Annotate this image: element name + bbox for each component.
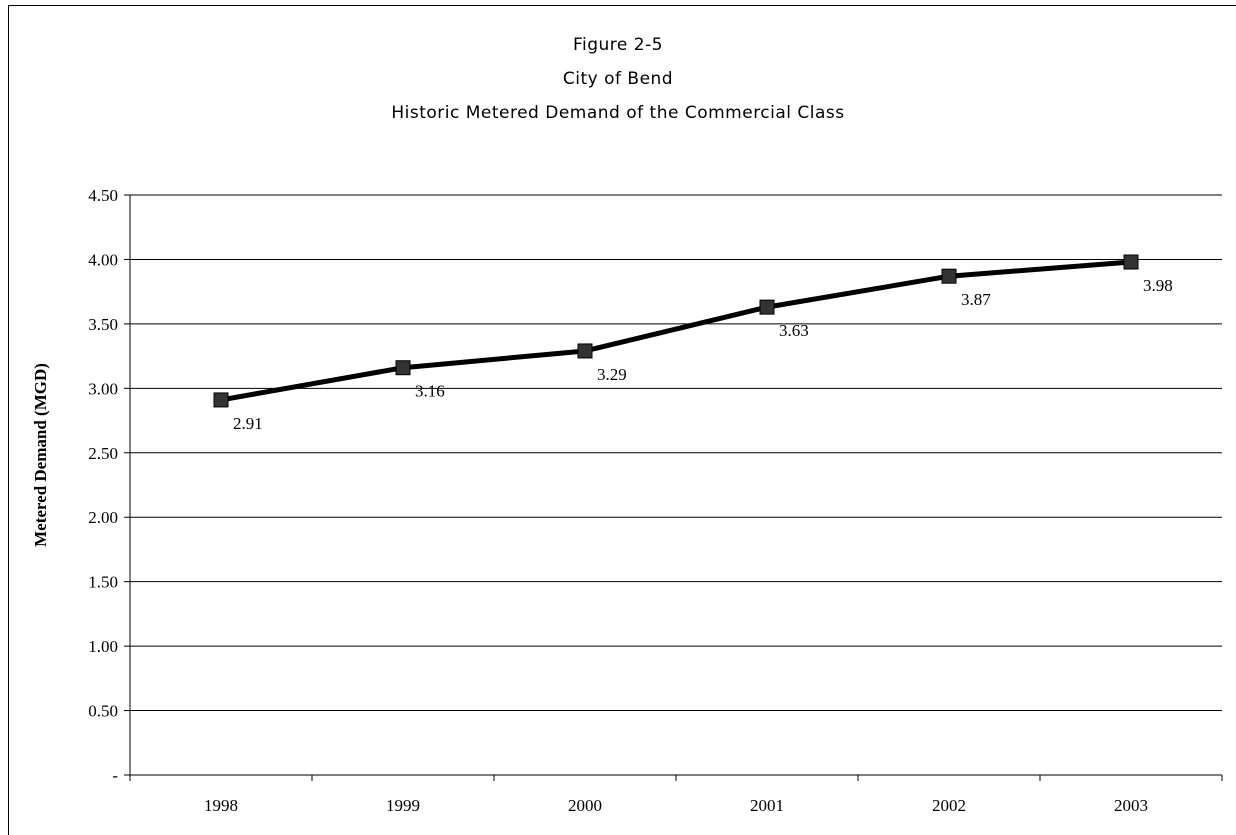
data-point-marker: [759, 299, 775, 315]
y-tick-labels: - 0.50 1.00 1.50 2.00 2.50 3.00 3.50 4.00 4.50: [88, 186, 118, 785]
y-tick-label: 0.50: [88, 702, 118, 721]
data-labels: 2.91 3.16 3.29 3.63 3.87 3.98: [233, 276, 1173, 433]
chart-title-line-3: Historic Metered Demand of the Commercia…: [391, 103, 845, 123]
y-tick-label: 3.00: [88, 379, 118, 398]
data-point-marker: [941, 268, 957, 284]
y-tick-label: 4.00: [88, 250, 118, 269]
series-line: [220, 259, 1132, 403]
data-label: 3.87: [961, 290, 991, 309]
y-tick-label: 1.50: [88, 573, 118, 592]
data-label: 2.91: [233, 414, 263, 433]
y-tick-label: 2.50: [88, 444, 118, 463]
chart-title-line-2: City of Bend: [562, 69, 674, 89]
x-tick-label: 1999: [386, 796, 420, 815]
data-point-marker: [395, 360, 411, 376]
data-point-marker: [577, 343, 593, 359]
y-tick-label: -: [112, 766, 118, 785]
chart-title-line-1: Figure 2-5: [572, 35, 664, 55]
x-tick-label: 2000: [568, 796, 602, 815]
series-line-path: [220, 259, 1132, 403]
y-tick-label: 3.50: [88, 315, 118, 334]
y-tick-label: 4.50: [88, 186, 118, 205]
axes: [129, 195, 1223, 781]
y-tick-label: 2.00: [88, 508, 118, 527]
data-label: 3.63: [779, 321, 809, 340]
x-tick-label: 1998: [204, 796, 238, 815]
x-tick-label: 2003: [1114, 796, 1148, 815]
x-tick-label: 2001: [750, 796, 784, 815]
x-tick-labels: 1998 1999 2000 2001 2002 2003: [204, 796, 1148, 815]
y-axis-label: Metered Demand (MGD): [31, 363, 50, 547]
series-markers: [213, 254, 1139, 408]
gridlines: [124, 194, 1222, 776]
x-tick-label: 2002: [932, 796, 966, 815]
data-point-marker: [1123, 254, 1139, 270]
y-tick-label: 1.00: [88, 637, 118, 656]
data-label: 3.29: [597, 365, 627, 384]
chart-frame: [8, 5, 1236, 835]
data-label: 3.98: [1143, 276, 1173, 295]
data-point-marker: [213, 392, 229, 408]
data-label: 3.16: [415, 382, 445, 401]
